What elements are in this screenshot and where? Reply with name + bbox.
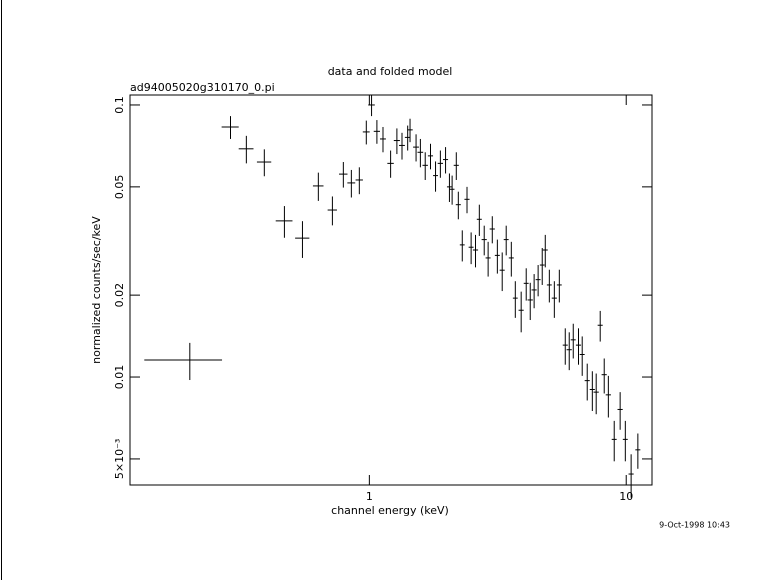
y-tick-label: 5×10⁻³ (113, 439, 126, 479)
x-tick-label: 10 (619, 490, 633, 503)
y-tick-label: 0.1 (113, 96, 126, 114)
y-tick-label: 0.02 (113, 283, 126, 308)
x-tick-label: 1 (366, 490, 373, 503)
timestamp: 9-Oct-1998 10:43 (659, 521, 730, 530)
y-tick-label: 0.05 (113, 175, 126, 200)
x-axis-label: channel energy (keV) (331, 504, 449, 517)
chart-title: data and folded model (328, 65, 453, 78)
plot-frame (129, 94, 653, 486)
y-axis-label: normalized counts/sec/keV (90, 216, 103, 364)
y-tick-label: 0.01 (113, 365, 126, 390)
chart-subtitle: ad94005020g310170_0.pi (130, 81, 275, 94)
